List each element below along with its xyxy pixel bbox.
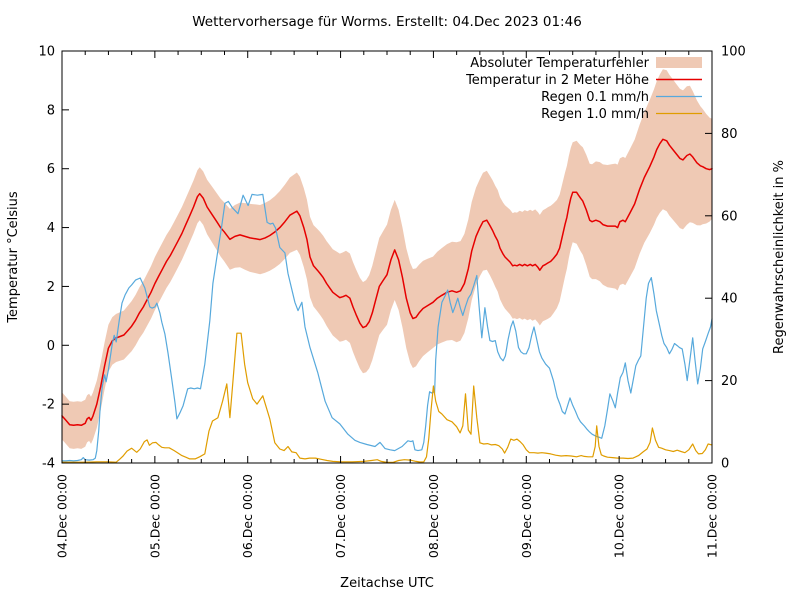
y-left-axis-label: Temperatur °Celsius [6, 191, 21, 324]
legend-label-error-band: Absoluter Temperaturfehler [470, 56, 649, 71]
y-right-tick-label: 0 [721, 457, 729, 472]
x-tick-label: 06.Dec 00:00 [240, 474, 255, 558]
y-right-tick-label: 60 [721, 209, 738, 224]
legend-label-rain10: Regen 1.0 mm/h [541, 107, 649, 122]
y-left-tick-label: 10 [38, 45, 55, 60]
y-right-tick-label: 80 [721, 127, 738, 142]
rain-0p1mm-probability-line [61, 193, 713, 462]
rain-1p0mm-probability-line [61, 332, 713, 463]
y-right-tick-label: 20 [721, 374, 738, 389]
data-series-layer [61, 138, 713, 463]
x-tick-label: 09.Dec 00:00 [519, 474, 534, 558]
legend-row-rain01: Regen 0.1 mm/h [541, 90, 702, 105]
y-right-axis-label: Regenwahrscheinlichkeit in % [772, 160, 787, 354]
y-left-tick-label: -2 [42, 398, 55, 413]
legend-row-error-band: Absoluter Temperaturfehler [470, 56, 702, 71]
temperature-2m-line [61, 138, 713, 427]
error-band-swatch [656, 57, 702, 68]
x-axis-label: Zeitachse UTC [340, 576, 434, 591]
y-left-tick-label: 0 [47, 339, 55, 354]
plot-border [61, 50, 713, 464]
temperature-error-band-layer [62, 69, 712, 449]
y-right-tick-label: 40 [721, 292, 738, 307]
legend: Absoluter Temperaturfehler Temperatur in… [465, 56, 702, 122]
y-left-tick-label: 6 [47, 162, 55, 177]
y-left-tick-label: 8 [47, 103, 55, 118]
x-tick-label: 11.Dec 00:00 [705, 474, 720, 558]
x-tick-label: 10.Dec 00:00 [612, 474, 627, 558]
x-tick-label: 04.Dec 00:00 [55, 474, 70, 558]
y-left-tick-label: -4 [42, 457, 55, 472]
y-left-tick-label: 2 [47, 280, 55, 295]
x-tick-label: 08.Dec 00:00 [426, 474, 441, 558]
x-tick-label: 07.Dec 00:00 [333, 474, 348, 558]
y-right-tick-label: 100 [721, 45, 746, 60]
y-left-tick-label: 4 [47, 221, 55, 236]
chart-title: Wettervorhersage für Worms. Erstellt: 04… [192, 14, 582, 30]
legend-label-temperature: Temperatur in 2 Meter Höhe [465, 73, 649, 88]
x-tick-label: 05.Dec 00:00 [147, 474, 162, 558]
legend-row-temperature: Temperatur in 2 Meter Höhe [465, 73, 702, 88]
x-tick-labels-layer: 04.Dec 00:00 05.Dec 00:00 06.Dec 00:00 07.D… [55, 474, 720, 558]
legend-label-rain01: Regen 0.1 mm/h [541, 90, 649, 105]
absolute-temperature-error-band [62, 69, 712, 449]
legend-row-rain10: Regen 1.0 mm/h [541, 107, 702, 122]
